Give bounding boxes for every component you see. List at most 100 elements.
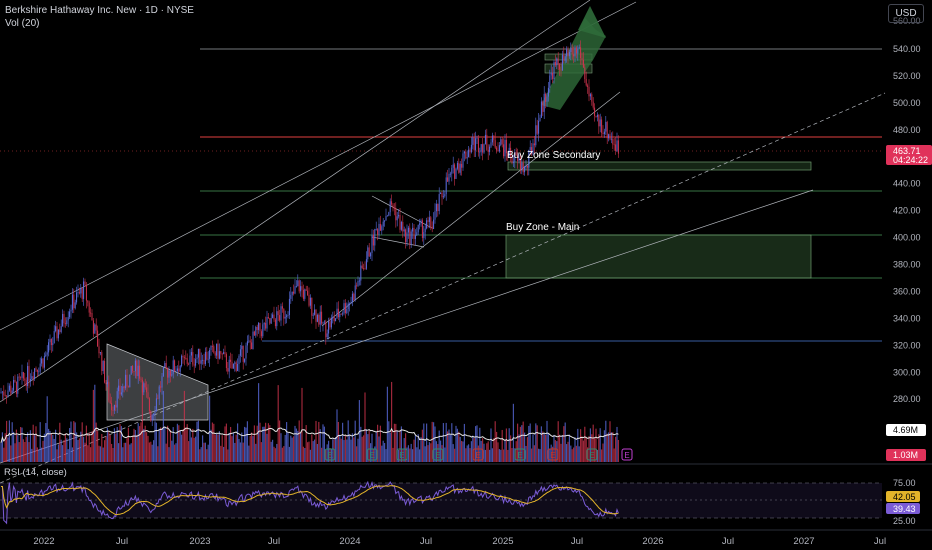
- volume-bar: [472, 435, 474, 462]
- candle-body: [431, 226, 433, 230]
- time-axis[interactable]: 2022 Jul 2023 Jul 2024 Jul 2025 Jul 2026 Jul 2027 J…: [33, 536, 886, 547]
- volume-bar: [154, 421, 156, 462]
- candle-body: [164, 363, 166, 367]
- earnings-marker[interactable]: [324, 448, 336, 461]
- earnings-marker[interactable]: [396, 448, 408, 461]
- price-tick: 440.00: [893, 179, 921, 189]
- outer-channel-upper[interactable]: [0, 1, 637, 331]
- upcoming-earnings-marker[interactable]: [621, 448, 633, 461]
- volume-bar: [505, 428, 507, 462]
- volume-bar: [501, 429, 503, 462]
- candle-body: [479, 151, 481, 153]
- candle-body: [524, 166, 526, 173]
- buy-zone-main-label[interactable]: Buy Zone - Main: [506, 222, 579, 233]
- candle-body: [295, 286, 297, 287]
- buy-zone-secondary-box[interactable]: [507, 161, 812, 171]
- candle-body: [113, 404, 115, 411]
- candle-body: [262, 324, 264, 337]
- candle-body: [106, 381, 108, 385]
- price-tick: 320.00: [893, 340, 921, 350]
- dashed-trendline[interactable]: [0, 92, 886, 484]
- volume-bar: [378, 436, 380, 462]
- candle-body: [195, 359, 197, 366]
- volume-bar: [294, 425, 296, 462]
- candle-body: [67, 317, 69, 321]
- volume-bar: [25, 436, 27, 462]
- candle-body: [560, 69, 562, 71]
- candle-body: [97, 330, 99, 347]
- candle-body: [161, 376, 163, 388]
- volume-bar: [42, 440, 44, 462]
- volume-bar: [175, 443, 177, 462]
- candle-body: [503, 144, 505, 157]
- volume-bar: [67, 449, 69, 462]
- candle-body: [150, 411, 152, 421]
- candle-body: [298, 280, 300, 292]
- volume-bar: [405, 433, 407, 462]
- candle-body: [484, 134, 486, 145]
- price-axis[interactable]: 540.00520.00500.00480.00460.00440.00420.…: [893, 16, 921, 404]
- candle-body: [78, 292, 80, 294]
- volume-bar: [246, 421, 248, 462]
- volume-bar: [276, 443, 278, 462]
- earnings-marker[interactable]: [366, 448, 378, 461]
- earnings-marker[interactable]: [586, 448, 598, 461]
- volume-bar: [423, 423, 425, 462]
- candle-body: [489, 146, 491, 152]
- candle-body: [55, 326, 57, 332]
- volume-bar: [617, 439, 619, 462]
- volume-bar: [360, 426, 362, 462]
- volume-bar: [567, 441, 569, 462]
- volume-bar: [38, 449, 40, 462]
- candle-body: [28, 366, 30, 381]
- volume-bar: [176, 423, 178, 462]
- candle-body: [381, 226, 383, 231]
- volume-bar: [367, 434, 369, 462]
- candle-body: [206, 351, 208, 360]
- buy-zone-secondary-label[interactable]: Buy Zone Secondary: [507, 150, 600, 161]
- volume-avg-value: 1.03M: [893, 450, 918, 460]
- earnings-marker[interactable]: [472, 448, 484, 461]
- candle-body: [456, 162, 458, 169]
- candle-body: [165, 363, 167, 369]
- candle-body: [249, 340, 251, 343]
- candle-body: [328, 321, 330, 334]
- volume-bar: [589, 428, 591, 462]
- volume-bar: [178, 425, 180, 462]
- earnings-marker[interactable]: [432, 448, 444, 461]
- earnings-marker[interactable]: [547, 448, 559, 461]
- candle-body: [144, 383, 146, 388]
- outer-channel-lower[interactable]: [0, 0, 591, 403]
- projection-arrow[interactable]: [541, 18, 606, 110]
- small-channel-lower[interactable]: [371, 236, 425, 248]
- currency-button[interactable]: USD: [888, 4, 924, 23]
- candle-body: [179, 365, 181, 372]
- volume-bar: [283, 446, 285, 462]
- volume-indicator-label[interactable]: Vol (20): [5, 18, 40, 29]
- volume-bar: [615, 436, 617, 462]
- candle-body: [392, 204, 394, 209]
- inner-channel-lower[interactable]: [321, 91, 621, 327]
- earnings-marker-label: E: [475, 451, 480, 460]
- long-trendline[interactable]: [0, 189, 814, 464]
- candle-body: [88, 302, 90, 313]
- candle-body: [126, 374, 128, 387]
- symbol-title[interactable]: Berkshire Hathaway Inc. New · 1D · NYSE: [5, 5, 194, 16]
- candle-body: [601, 119, 603, 133]
- buy-zone-main-box[interactable]: [505, 234, 812, 279]
- earnings-marker[interactable]: [514, 448, 526, 461]
- volume-bar: [50, 433, 52, 462]
- candle-body: [74, 302, 76, 309]
- candle-body: [228, 359, 230, 372]
- volume-bar: [319, 429, 321, 462]
- candle-body: [186, 358, 188, 364]
- volume-bar: [171, 440, 173, 462]
- candle-body: [69, 311, 71, 318]
- volume-bar: [203, 442, 205, 462]
- volume-bar: [281, 447, 283, 462]
- candle-body: [473, 137, 475, 151]
- candle-body: [270, 318, 272, 324]
- volume-bar: [598, 434, 600, 462]
- candle-body: [442, 196, 444, 198]
